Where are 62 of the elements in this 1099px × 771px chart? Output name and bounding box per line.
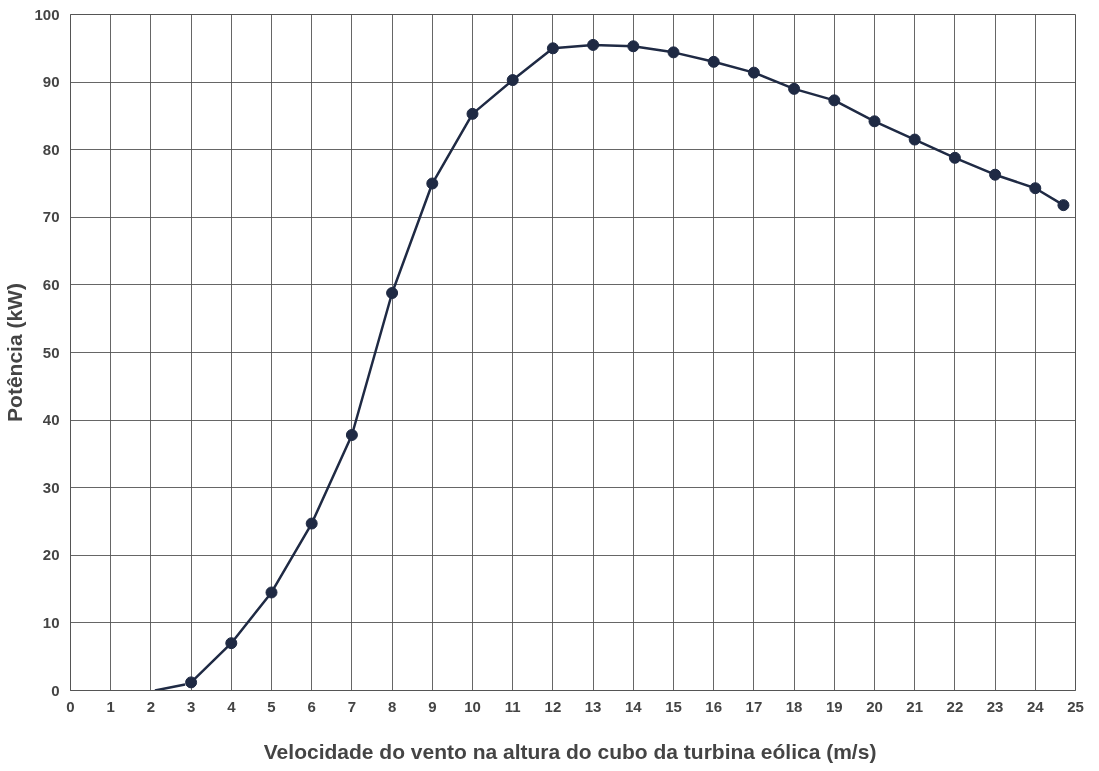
x-tick-label: 1 <box>106 697 115 715</box>
x-tick-label: 20 <box>866 697 883 715</box>
x-tick-label: 15 <box>665 697 682 715</box>
x-tick-label: 12 <box>544 697 562 715</box>
point <box>788 82 801 95</box>
x-tick-label: 2 <box>146 697 156 715</box>
point <box>587 38 600 51</box>
y-tick-label: 100 <box>34 5 60 23</box>
point <box>627 40 640 53</box>
x-axis-title: Velocidade do vento na altura do cubo da turbina eólica (m/s) <box>263 739 877 763</box>
point <box>506 74 519 87</box>
x-tick-label: 13 <box>584 697 602 715</box>
point <box>546 42 559 55</box>
x-tick-label: 17 <box>745 697 763 715</box>
x-tick-label: 8 <box>387 697 397 715</box>
x-tick-label: 23 <box>986 697 1004 715</box>
x-tick-label: 16 <box>705 697 723 715</box>
point <box>1057 199 1070 212</box>
y-tick-label: 0 <box>51 681 60 699</box>
y-tick-label: 30 <box>42 478 60 496</box>
point <box>868 115 881 128</box>
point <box>386 287 399 299</box>
point <box>989 168 1002 181</box>
x-tick-label: 6 <box>307 697 316 715</box>
x-tick-label: 5 <box>267 697 276 715</box>
point <box>426 177 439 190</box>
x-tick-label: 0 <box>66 697 75 715</box>
x-tick-label: 10 <box>464 697 481 715</box>
x-tick-label: 3 <box>186 697 196 715</box>
y-tick-label: 50 <box>42 343 60 361</box>
point <box>948 151 961 164</box>
point <box>305 517 318 530</box>
x-tick-label: 22 <box>946 697 964 715</box>
y-tick-label: 60 <box>42 275 60 293</box>
x-tick-label: 24 <box>1026 697 1045 715</box>
point <box>1029 182 1042 195</box>
x-tick-label: 4 <box>227 697 237 715</box>
y-tick-label: 40 <box>42 411 60 429</box>
point <box>908 133 921 146</box>
point <box>707 55 720 68</box>
y-tick-label: 70 <box>42 208 60 226</box>
point <box>225 637 238 650</box>
y-tick-label: 10 <box>42 613 60 631</box>
y-tick-label: 80 <box>42 140 60 158</box>
point <box>466 107 479 120</box>
x-tick-label: 9 <box>428 697 437 715</box>
point <box>345 428 358 441</box>
x-tick-label: 11 <box>504 697 521 715</box>
point <box>185 676 198 689</box>
point <box>747 66 760 79</box>
point <box>265 586 278 599</box>
x-tick-label: 7 <box>347 697 357 715</box>
x-tick-label: 19 <box>825 697 843 715</box>
y-tick-label: 90 <box>42 73 60 91</box>
x-tick-label: 25 <box>1067 697 1084 715</box>
y-axis-title: Potência (kW) <box>3 283 27 422</box>
point <box>828 94 841 107</box>
x-tick-label: 14 <box>624 697 643 715</box>
x-tick-label: 18 <box>785 697 803 715</box>
point <box>667 46 680 59</box>
x-tick-label: 21 <box>906 697 924 715</box>
y-tick-label: 20 <box>42 546 60 564</box>
